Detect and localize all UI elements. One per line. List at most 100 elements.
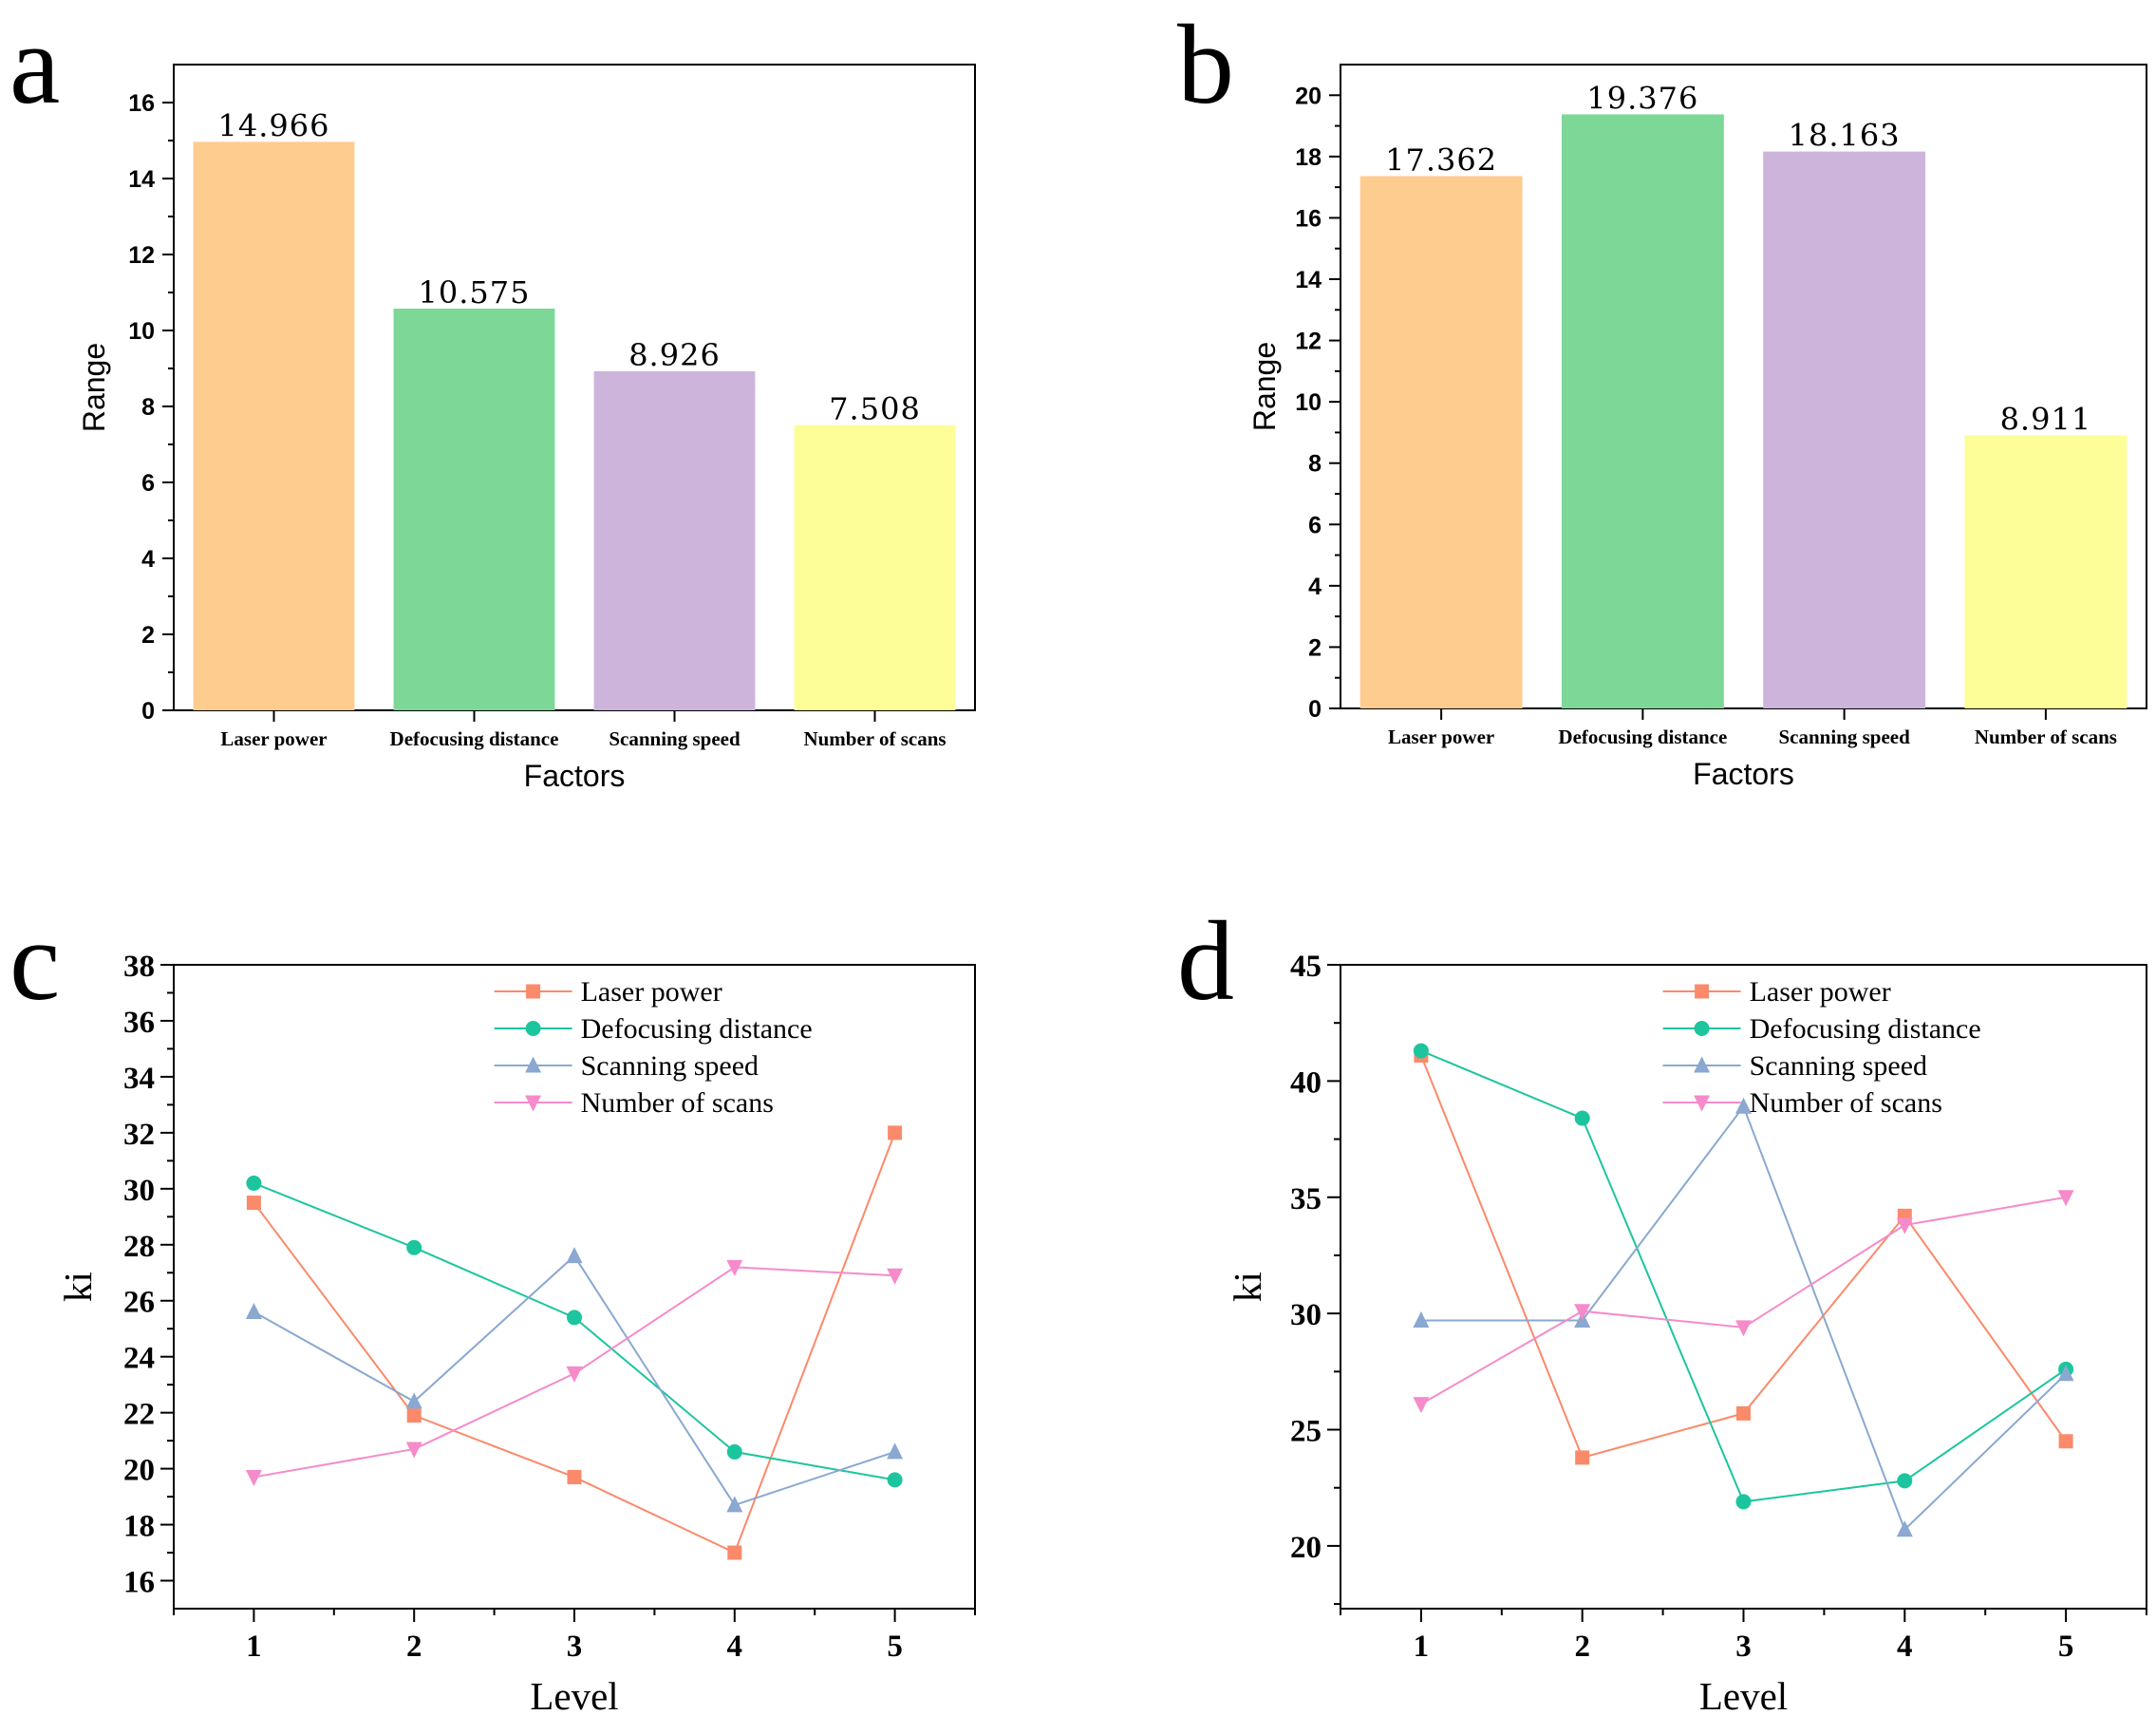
chart-c-point-scanning-speed-level-3 bbox=[566, 1247, 583, 1264]
chart-c-legend-label-defocusing-distance: Defocusing distance bbox=[581, 1013, 813, 1045]
chart-d-point-scanning-speed-level-1 bbox=[1413, 1310, 1430, 1328]
chart-c-x-tick-3: 3 bbox=[567, 1630, 583, 1664]
chart-d-line-number-of-scans bbox=[1420, 1196, 2067, 1405]
chart-a-y-tick-0: 0 bbox=[141, 698, 155, 725]
chart-d-y-tick-35: 35 bbox=[1290, 1182, 1322, 1216]
chart-a-y-axis-title: Range bbox=[77, 343, 111, 432]
chart-c-point-number-of-scans-level-4 bbox=[726, 1259, 743, 1276]
chart-c-point-laser-power-level-3 bbox=[567, 1469, 582, 1484]
chart-a-y-tick-8: 8 bbox=[141, 394, 155, 421]
chart-d-x-tick-5: 5 bbox=[2058, 1630, 2074, 1664]
chart-d-y-tick-30: 30 bbox=[1290, 1298, 1322, 1332]
chart-c-legend-label-laser-power: Laser power bbox=[581, 976, 722, 1008]
chart-a-bar-defocusing-distance bbox=[393, 309, 555, 710]
chart-b-y-tick-16: 16 bbox=[1295, 205, 1322, 232]
chart-a-value-label-2: 10.575 bbox=[419, 274, 531, 311]
chart-c-x-tick-5: 5 bbox=[887, 1630, 903, 1664]
chart-b-y-tick-4: 4 bbox=[1308, 574, 1322, 600]
chart-d-legend-label-defocusing-distance: Defocusing distance bbox=[1750, 1013, 1981, 1045]
chart-c-point-defocusing-distance-level-1 bbox=[246, 1175, 262, 1191]
chart-b-y-tick-2: 2 bbox=[1308, 634, 1322, 661]
chart-d-x-tick-3: 3 bbox=[1735, 1630, 1752, 1664]
chart-c-legend-marker-number-of-scans bbox=[525, 1095, 542, 1112]
chart-a-y-tick-6: 6 bbox=[141, 470, 155, 497]
chart-b-y-tick-10: 10 bbox=[1295, 389, 1322, 416]
chart-d-legend-label-scanning-speed: Scanning speed bbox=[1750, 1050, 1927, 1082]
chart-d-line-laser-power bbox=[1419, 1055, 2067, 1460]
chart-b-x-tick-defocusing-distance: Defocusing distance bbox=[1558, 726, 1727, 748]
chart-a-bar-scanning-speed bbox=[593, 370, 756, 710]
panel-label-d: d bbox=[1177, 897, 1234, 1024]
chart-d-legend-marker-laser-power bbox=[1695, 984, 1710, 999]
chart-c-point-defocusing-distance-level-2 bbox=[406, 1239, 422, 1255]
chart-b-range-by-factor: 17.362 Laser power 19.376 Defocusing distan… bbox=[1247, 64, 2147, 791]
chart-d-x-tick-1: 1 bbox=[1414, 1630, 1430, 1664]
chart-c-legend-marker-scanning-speed bbox=[525, 1056, 542, 1073]
chart-c-plot-frame bbox=[173, 964, 976, 1610]
chart-a-x-axis-title: Factors bbox=[524, 759, 626, 793]
chart-c-point-laser-power-level-5 bbox=[888, 1125, 903, 1140]
chart-d-point-scanning-speed-level-3 bbox=[1735, 1097, 1752, 1114]
chart-a-range-by-factor: 14.966 Laser power 10.575 Defocusing distan… bbox=[77, 64, 976, 793]
chart-d-point-number-of-scans-level-3 bbox=[1735, 1320, 1752, 1337]
chart-a-value-label-4: 7.508 bbox=[829, 391, 921, 427]
chart-c-point-number-of-scans-level-5 bbox=[887, 1268, 904, 1285]
chart-c-legend-label-number-of-scans: Number of scans bbox=[581, 1087, 774, 1119]
chart-b-x-tick-scanning-speed: Scanning speed bbox=[1778, 726, 1910, 748]
chart-c-point-scanning-speed-level-4 bbox=[726, 1496, 743, 1513]
chart-c-y-tick-28: 28 bbox=[123, 1230, 155, 1264]
chart-b-value-label-4: 8.911 bbox=[2000, 401, 2092, 437]
chart-c-y-axis-title: ki bbox=[56, 1272, 100, 1302]
chart-a-y-tick-2: 2 bbox=[141, 622, 155, 649]
chart-b-y-axis-title: Range bbox=[1247, 342, 1282, 431]
chart-c-point-number-of-scans-level-1 bbox=[245, 1469, 262, 1486]
chart-d-y-axis-title: ki bbox=[1226, 1272, 1269, 1302]
chart-d-y-tick-25: 25 bbox=[1290, 1415, 1322, 1449]
chart-c-x-tick-4: 4 bbox=[727, 1630, 743, 1664]
chart-b-y-tick-14: 14 bbox=[1295, 267, 1322, 293]
chart-d-line-scanning-speed bbox=[1420, 1104, 2067, 1532]
chart-b-y-tick-0: 0 bbox=[1308, 696, 1322, 723]
panel-label-a: a bbox=[9, 1, 60, 127]
chart-d-point-scanning-speed-level-4 bbox=[1896, 1520, 1913, 1537]
chart-b-bar-defocusing-distance bbox=[1561, 114, 1724, 708]
chart-c-y-tick-34: 34 bbox=[123, 1062, 155, 1096]
chart-c-y-tick-18: 18 bbox=[123, 1510, 155, 1544]
chart-c-y-tick-24: 24 bbox=[123, 1342, 155, 1376]
chart-c-y-tick-30: 30 bbox=[123, 1174, 155, 1208]
chart-c-x-axis-title: Level bbox=[530, 1674, 618, 1718]
chart-d-point-number-of-scans-level-5 bbox=[2057, 1190, 2074, 1207]
chart-d-x-tick-2: 2 bbox=[1574, 1630, 1590, 1664]
chart-c-legend-label-scanning-speed: Scanning speed bbox=[581, 1050, 759, 1082]
chart-d-y-tick-45: 45 bbox=[1290, 950, 1322, 984]
chart-d-x-tick-4: 4 bbox=[1897, 1630, 1913, 1664]
chart-a-x-tick-laser-power: Laser power bbox=[220, 727, 327, 750]
chart-b-y-tick-20: 20 bbox=[1295, 83, 1322, 109]
chart-b-bar-laser-power bbox=[1359, 176, 1523, 708]
chart-c-y-tick-16: 16 bbox=[123, 1566, 155, 1600]
chart-b-y-tick-8: 8 bbox=[1308, 451, 1322, 478]
chart-b-value-label-2: 19.376 bbox=[1586, 80, 1698, 116]
chart-c-y-tick-20: 20 bbox=[123, 1454, 155, 1488]
chart-b-x-axis-title: Factors bbox=[1693, 757, 1794, 791]
chart-c-legend-marker-defocusing-distance bbox=[525, 1021, 541, 1036]
chart-a-plot-frame bbox=[173, 64, 976, 711]
chart-b-value-label-1: 17.362 bbox=[1385, 141, 1497, 178]
chart-a-y-tick-12: 12 bbox=[128, 242, 155, 269]
chart-c-point-scanning-speed-level-5 bbox=[887, 1442, 904, 1460]
chart-b-plot-frame bbox=[1340, 64, 2147, 709]
chart-d-plot-frame bbox=[1340, 964, 2147, 1610]
chart-a-value-label-1: 14.966 bbox=[218, 107, 330, 143]
chart-c-point-defocusing-distance-level-5 bbox=[887, 1472, 903, 1488]
chart-c-y-tick-22: 22 bbox=[123, 1398, 155, 1432]
chart-c-x-tick-2: 2 bbox=[406, 1630, 422, 1664]
chart-d-point-defocusing-distance-level-1 bbox=[1413, 1043, 1429, 1059]
chart-d-point-laser-power-level-5 bbox=[2058, 1434, 2073, 1449]
chart-d-legend-marker-defocusing-distance bbox=[1694, 1021, 1710, 1036]
chart-c-x-tick-1: 1 bbox=[246, 1630, 262, 1664]
chart-a-x-tick-scanning-speed: Scanning speed bbox=[609, 727, 741, 750]
chart-a-x-tick-defocusing-distance: Defocusing distance bbox=[390, 727, 559, 750]
